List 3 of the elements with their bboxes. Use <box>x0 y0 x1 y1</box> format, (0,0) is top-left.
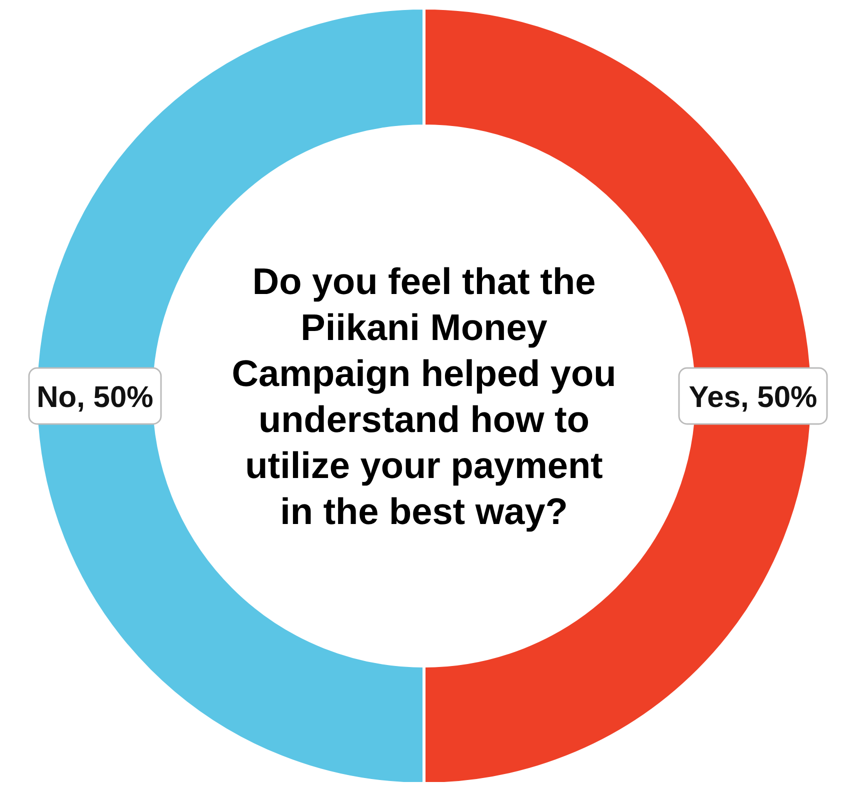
slice-label: No, 50% <box>36 381 154 414</box>
text: Do you feel that the Piikani Money Campaign helped you understand how to utilize your payment in the best way? <box>232 261 616 532</box>
slice-label: Yes, 50% <box>688 381 818 414</box>
